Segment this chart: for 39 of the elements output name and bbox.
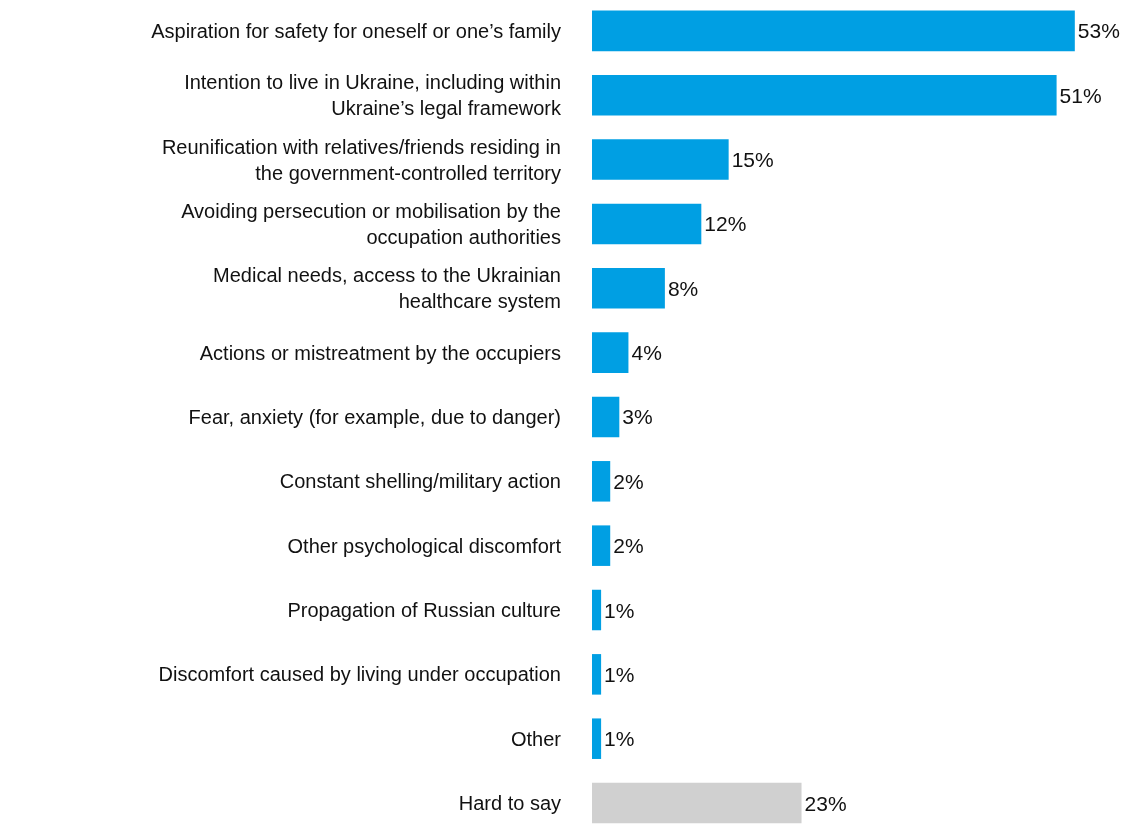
data-label: 15% xyxy=(731,148,774,172)
bar xyxy=(592,74,1057,116)
y-tick-label: Aspiration for safety for oneself or one’s family xyxy=(151,19,561,42)
bar xyxy=(592,10,1075,52)
bar xyxy=(592,589,602,631)
data-label: 4% xyxy=(631,341,662,365)
y-tick-label: Actions or mistreatment by the occupiers xyxy=(199,341,561,364)
bar xyxy=(592,461,611,502)
y-tick-label: Propagation of Russian culture xyxy=(287,599,561,621)
y-tick-label: Avoiding persecution or mobilisation by the occupation authorities xyxy=(181,199,561,248)
bar xyxy=(592,203,702,245)
data-label: 2% xyxy=(613,534,644,558)
y-tick-label: Medical needs, access to the Ukrainian healthcare system xyxy=(213,264,561,313)
bar xyxy=(592,654,602,695)
bar xyxy=(592,332,629,373)
bar xyxy=(592,268,665,309)
data-label: 2% xyxy=(613,469,644,493)
y-tick-label: Fear, anxiety (for example, due to danger) xyxy=(188,405,561,428)
bar xyxy=(592,139,729,180)
data-label: 23% xyxy=(804,791,847,815)
y-tick-label: Constant shelling/military action xyxy=(279,470,561,493)
data-label: 8% xyxy=(667,276,699,300)
bar xyxy=(592,782,802,824)
y-tick-label: Discomfort caused by living under occupation xyxy=(158,663,561,686)
y-tick-label: Other xyxy=(510,727,562,750)
data-label: 3% xyxy=(622,405,653,429)
y-tick-label: Reunification with relatives/friends residing in the government-controlled territory xyxy=(161,135,561,184)
bar xyxy=(592,396,620,438)
data-label: 53% xyxy=(1077,19,1120,43)
data-label: 1% xyxy=(604,598,635,622)
data-label: 1% xyxy=(604,727,635,751)
y-tick-label: Other psychological discomfort xyxy=(287,534,562,557)
data-label: 1% xyxy=(604,662,635,686)
bar xyxy=(592,525,611,566)
y-tick-label: Hard to say xyxy=(458,792,561,815)
y-tick-label: Intention to live in Ukraine, including within Ukraine’s legal framework xyxy=(184,71,562,120)
data-label: 51% xyxy=(1059,83,1102,107)
data-label: 12% xyxy=(704,212,747,236)
bar xyxy=(592,718,602,759)
